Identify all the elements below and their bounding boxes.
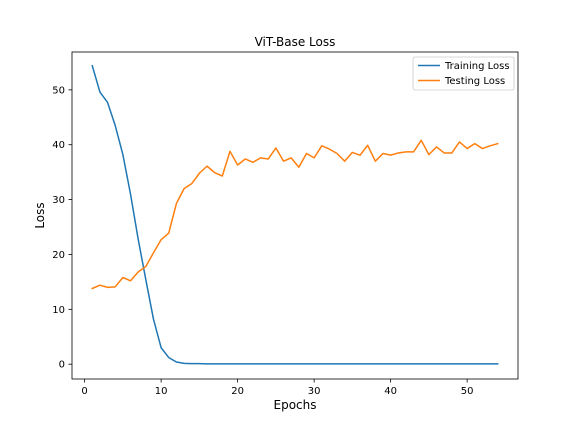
x-tick-label: 30 xyxy=(308,386,321,397)
y-tick-label: 0 xyxy=(59,360,65,371)
y-tick-label: 10 xyxy=(52,305,65,316)
x-tick-label: 0 xyxy=(81,386,87,397)
y-tick-label: 50 xyxy=(52,85,65,96)
x-tick-label: 10 xyxy=(155,386,168,397)
y-axis-ticks: 0 10 20 30 40 50 xyxy=(52,85,72,371)
series-layer xyxy=(91,64,499,365)
y-tick-label: 30 xyxy=(52,195,65,206)
y-tick-label: 20 xyxy=(52,250,65,261)
y-tick-label: 40 xyxy=(52,140,65,151)
x-axis-label: Epochs xyxy=(274,398,317,412)
chart-title: ViT-Base Loss xyxy=(255,35,336,49)
x-tick-label: 20 xyxy=(231,386,244,397)
y-axis-label: Loss xyxy=(33,202,47,228)
series-line-testing-loss xyxy=(91,139,499,290)
x-tick-label: 50 xyxy=(461,386,474,397)
x-axis-ticks: 0 10 20 30 40 50 xyxy=(81,379,473,397)
series-line-training-loss xyxy=(91,64,499,365)
legend-training-label: Training Loss xyxy=(444,61,510,72)
plot-area xyxy=(71,51,519,380)
x-tick-label: 40 xyxy=(384,386,397,397)
legend-testing-label: Testing Loss xyxy=(444,76,505,87)
legend: Training Loss Testing Loss xyxy=(412,56,515,91)
